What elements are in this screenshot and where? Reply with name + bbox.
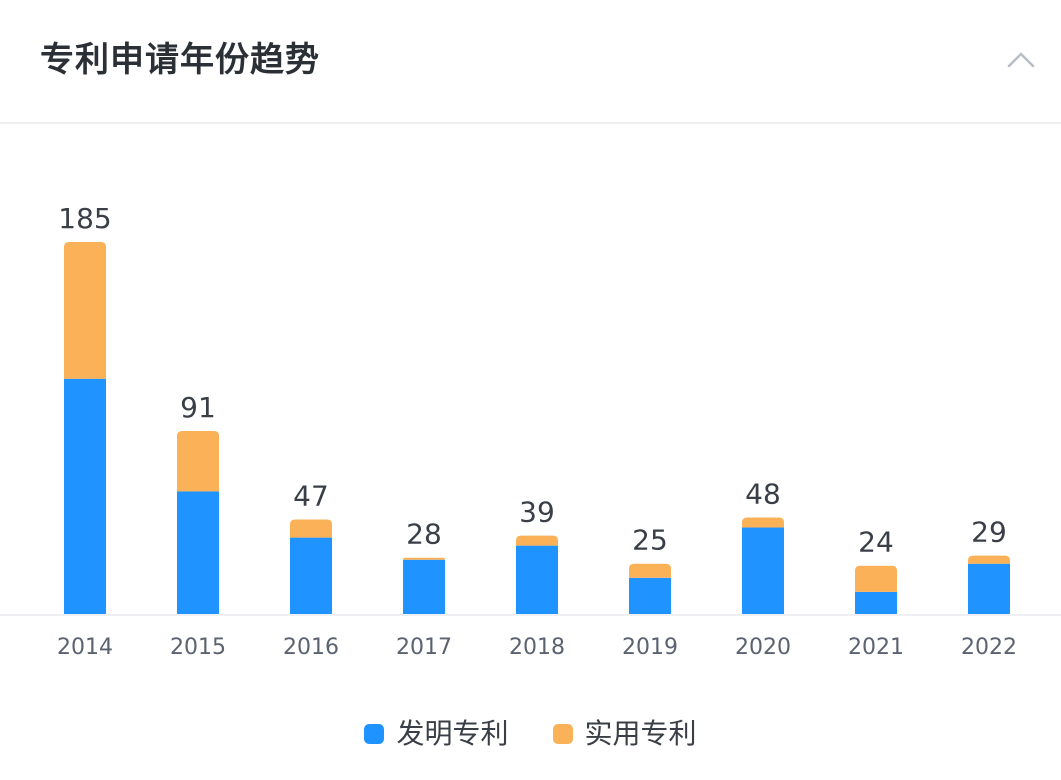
- x-tick-label-2021: 2021: [848, 635, 904, 660]
- bar-utility-2021: [855, 565, 897, 592]
- chart-title: 专利申请年份趋势: [40, 40, 320, 80]
- bar-total-label-2020: 48: [745, 477, 781, 510]
- bar-total-label-2016: 47: [293, 479, 329, 512]
- chart-legend: 发明专利 实用专利: [0, 712, 1061, 756]
- x-tick-label-2017: 2017: [396, 635, 452, 660]
- legend-item-utility[interactable]: 实用专利: [552, 714, 697, 754]
- bar-utility-2017: [403, 557, 445, 560]
- legend-label-invention: 发明专利: [396, 717, 509, 750]
- bar-invention-2016: [290, 537, 332, 614]
- bar-utility-2022: [968, 555, 1010, 564]
- legend-item-invention[interactable]: 发明专利: [364, 714, 509, 754]
- bar-invention-2022: [968, 563, 1010, 614]
- x-tick-label-2022: 2022: [961, 635, 1017, 660]
- bar-total-label-2019: 25: [632, 524, 668, 557]
- x-tick-label-2018: 2018: [509, 635, 565, 660]
- chart-header: 专利申请年份趋势: [0, 0, 1061, 124]
- bar-utility-2015: [177, 431, 219, 492]
- x-tick-label-2020: 2020: [735, 635, 791, 660]
- x-tick-label-2016: 2016: [283, 635, 339, 660]
- bar-invention-2014: [64, 378, 106, 614]
- bar-total-label-2021: 24: [858, 526, 894, 559]
- chevron-up-icon: [1007, 52, 1035, 68]
- x-tick-label-2019: 2019: [622, 635, 678, 660]
- bar-utility-2020: [742, 517, 784, 528]
- bar-utility-2014: [64, 242, 106, 379]
- bar-invention-2020: [742, 527, 784, 614]
- bar-chart: 185 2014 91 2015 47 2016 28 2017 39 2018 25 2019 48 2…: [0, 202, 1061, 660]
- bar-invention-2019: [629, 577, 671, 614]
- bar-invention-2018: [516, 545, 558, 614]
- legend-swatch-utility: [552, 724, 573, 744]
- bar-total-label-2022: 29: [971, 516, 1007, 549]
- bar-invention-2021: [855, 591, 897, 614]
- bar-invention-2015: [177, 491, 219, 614]
- bar-total-label-2017: 28: [406, 518, 442, 551]
- bar-utility-2019: [629, 563, 671, 578]
- bar-utility-2018: [516, 535, 558, 546]
- legend-label-utility: 实用专利: [584, 717, 697, 750]
- x-tick-label-2014: 2014: [57, 635, 113, 660]
- bar-utility-2016: [290, 519, 332, 538]
- x-tick-label-2015: 2015: [170, 635, 226, 660]
- bar-total-label-2015: 91: [180, 391, 216, 424]
- collapse-button[interactable]: [1001, 40, 1041, 80]
- bar-total-label-2014: 185: [58, 202, 111, 235]
- bar-invention-2017: [403, 559, 445, 614]
- bar-total-label-2018: 39: [519, 496, 555, 529]
- legend-swatch-invention: [364, 724, 385, 744]
